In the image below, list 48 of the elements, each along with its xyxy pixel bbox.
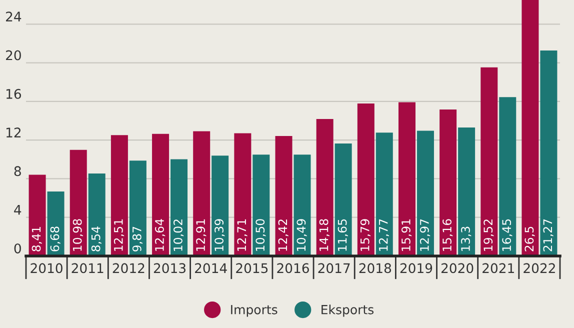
legend-label: Eksports <box>322 304 374 317</box>
x-tick-label: 2018 <box>359 263 392 274</box>
y-tick-label: 24 <box>6 12 22 22</box>
data-label: 10,39 <box>214 219 225 251</box>
data-label: 15,91 <box>401 219 412 251</box>
data-label: 9,87 <box>132 226 143 252</box>
x-tick-label: 2010 <box>30 263 62 274</box>
data-label: 12,64 <box>155 219 166 251</box>
x-tick-label: 2011 <box>72 263 104 274</box>
data-label: 21,27 <box>543 219 554 252</box>
data-label: 16,45 <box>502 219 512 251</box>
y-tick-label: 8 <box>14 166 21 176</box>
data-label: 10,50 <box>256 219 266 251</box>
x-tick-label: 2019 <box>400 263 432 274</box>
x-tick-label: 2015 <box>236 263 268 274</box>
data-label: 12,77 <box>378 219 390 251</box>
data-label: 11,65 <box>338 219 348 251</box>
data-label: 8,41 <box>32 226 42 252</box>
x-tick-label: 2017 <box>318 263 350 274</box>
y-tick-label: 4 <box>14 204 22 215</box>
data-label: 8,54 <box>91 226 102 252</box>
x-tick-label: 2020 <box>441 263 474 274</box>
data-label: 14,18 <box>319 219 330 251</box>
legend-label: Imports <box>231 305 278 317</box>
data-label: 6,68 <box>50 226 60 252</box>
data-label: 12,97 <box>420 219 430 251</box>
y-tick-label: 12 <box>6 128 21 138</box>
data-label: 15,16 <box>442 219 453 251</box>
x-tick-label: 2021 <box>482 263 514 274</box>
data-label: 10,02 <box>174 220 184 251</box>
x-tick-label: 2013 <box>154 263 186 274</box>
x-tick-label: 2012 <box>112 263 144 274</box>
data-label: 10,98 <box>72 219 84 251</box>
data-label: 12,71 <box>237 219 248 251</box>
data-label: 12,42 <box>278 220 288 251</box>
y-tick-label: 20 <box>6 50 21 60</box>
x-tick-label: 2014 <box>195 263 227 274</box>
data-label: 15,79 <box>360 219 371 251</box>
data-label: 10,49 <box>296 219 307 251</box>
y-tick-label: 16 <box>6 88 21 99</box>
x-tick-label: 2022 <box>524 263 555 274</box>
data-label: 26,5 <box>524 226 535 252</box>
data-label: 19,52 <box>484 220 494 251</box>
data-label: 13,3 <box>461 226 472 251</box>
y-tick-label: 0 <box>14 243 21 254</box>
data-label: 12,51 <box>114 219 124 251</box>
x-tick-label: 2016 <box>277 263 309 274</box>
data-label: 12,91 <box>196 219 206 251</box>
